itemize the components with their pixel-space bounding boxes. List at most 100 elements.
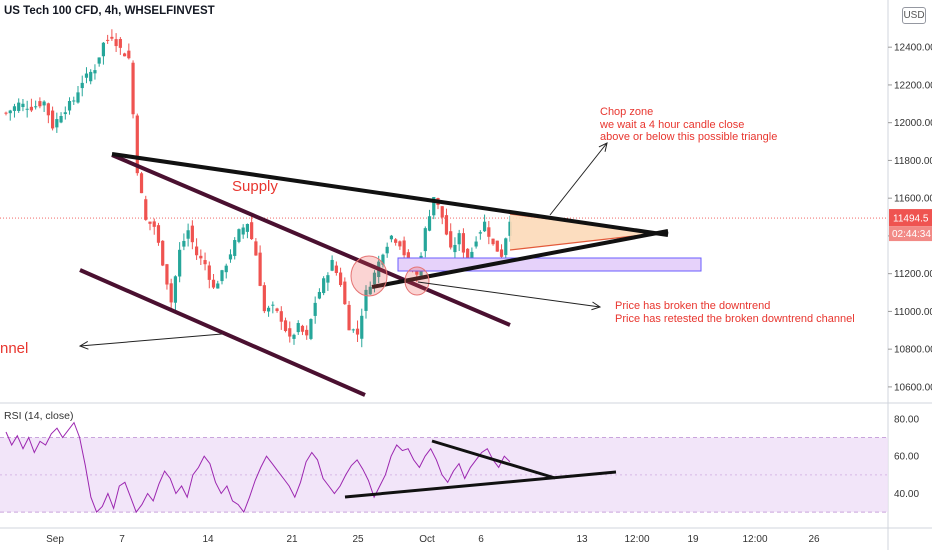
time-tick-label: 13 xyxy=(576,534,588,545)
candle-body xyxy=(216,283,220,289)
candle-body xyxy=(55,119,59,128)
candle-body xyxy=(63,112,67,115)
last-price-value: 11494.5 xyxy=(893,214,929,225)
time-tick-label: Sep xyxy=(46,534,64,545)
candle-body xyxy=(288,328,292,337)
rsi-resistance-line xyxy=(431,439,556,480)
chop-zone-line-1: Chop zone xyxy=(600,106,654,118)
candle-body xyxy=(93,70,97,74)
countdown-value: 02:44:34 xyxy=(892,229,931,240)
candle-body xyxy=(427,216,432,231)
candle-body xyxy=(368,286,372,295)
candle-body xyxy=(186,230,190,239)
chop-zone-line-3: above or below this possible triangle xyxy=(600,131,778,143)
candle-body xyxy=(139,173,144,194)
triangle-fill xyxy=(510,214,660,250)
candle-body xyxy=(17,102,21,111)
downtrend-arrow-head xyxy=(591,301,602,311)
price-tick-label: 11800.00 xyxy=(894,156,932,167)
candle-body xyxy=(296,323,300,333)
currency-button[interactable]: USD xyxy=(902,7,926,24)
candle-body xyxy=(330,259,334,271)
candle-body xyxy=(182,240,186,247)
time-tick-label: 25 xyxy=(352,534,364,545)
candle-body xyxy=(343,281,347,305)
price-tick-label: 11600.00 xyxy=(894,194,932,205)
candle-body xyxy=(440,206,444,218)
candle-body xyxy=(178,249,182,277)
candle-body xyxy=(152,221,156,227)
rsi-tick-label: 60.00 xyxy=(894,452,919,463)
candle-body xyxy=(292,334,296,339)
time-tick-label: 19 xyxy=(687,534,699,545)
candle-body xyxy=(211,279,216,288)
channel-arrow-head xyxy=(78,340,89,350)
downtrend-line-2: Price has retested the broken downtrend … xyxy=(615,312,855,325)
candle-body xyxy=(224,265,228,273)
candle-body xyxy=(156,225,161,243)
candle-body xyxy=(84,73,89,78)
candle-body xyxy=(118,38,122,48)
time-tick-label: Oct xyxy=(419,534,435,545)
upper-trendline xyxy=(111,152,669,237)
symbol-title: US Tech 100 CFD, 4h, WHSELFINVEST xyxy=(4,5,215,17)
candle-body xyxy=(313,302,317,316)
candle-body xyxy=(262,285,266,312)
time-tick-label: 26 xyxy=(808,534,820,545)
candle-body xyxy=(169,283,173,303)
candle-body xyxy=(89,71,93,82)
candle-body xyxy=(233,240,237,256)
chop-zone-annotation: Chop zone we wait a 4 hour candle close … xyxy=(600,106,777,144)
candle-body xyxy=(423,228,427,252)
last-price-tag xyxy=(889,209,932,227)
supply-annotation: Supply xyxy=(232,178,278,195)
candle-body xyxy=(275,308,279,312)
candle-body xyxy=(42,101,46,106)
candle-body xyxy=(122,53,127,57)
candle-body xyxy=(135,115,139,174)
candle-body xyxy=(271,304,275,306)
candle-body xyxy=(241,227,245,235)
candle-body xyxy=(326,275,330,283)
candle-body xyxy=(97,57,101,64)
candle-body xyxy=(355,328,360,335)
candle-body xyxy=(474,241,478,247)
candle-body xyxy=(279,311,283,322)
candle-body xyxy=(131,62,135,115)
price-tick-label: 10600.00 xyxy=(894,382,932,393)
candle-body xyxy=(46,103,50,116)
downtrend-line-1: Price has broken the downtrend xyxy=(615,300,771,312)
candle-body xyxy=(127,50,131,59)
rsi-tick-label: 40.00 xyxy=(894,489,919,500)
price-tick-label: 10800.00 xyxy=(894,345,932,356)
candle-body xyxy=(21,103,25,108)
channel-annotation: nnel xyxy=(0,340,29,357)
candle-body xyxy=(453,244,457,253)
candle-body xyxy=(487,227,491,237)
candle-body xyxy=(8,110,12,114)
candle-body xyxy=(482,221,487,232)
supply-zone-box xyxy=(397,257,702,272)
candle-body xyxy=(389,235,394,240)
candle-body xyxy=(250,222,254,240)
candle-body xyxy=(504,238,508,256)
rsi-support-line xyxy=(344,470,617,499)
candle-body xyxy=(165,264,169,285)
candle-body xyxy=(220,270,224,282)
price-tick-label: 12000.00 xyxy=(894,118,932,129)
candle-body xyxy=(322,278,326,294)
time-tick-label: 14 xyxy=(202,534,214,545)
candle-body xyxy=(203,260,207,265)
candle-body xyxy=(254,241,258,256)
price-tick-label: 11200.00 xyxy=(894,269,932,280)
retest-circle xyxy=(404,266,430,296)
candle-body xyxy=(12,106,17,111)
candle-body xyxy=(449,231,453,248)
candle-body xyxy=(495,240,499,252)
candle-body xyxy=(50,110,55,129)
candle-body xyxy=(351,329,355,331)
candle-body xyxy=(101,42,106,57)
candle-body xyxy=(207,265,211,280)
time-tick-label: 21 xyxy=(286,534,298,545)
